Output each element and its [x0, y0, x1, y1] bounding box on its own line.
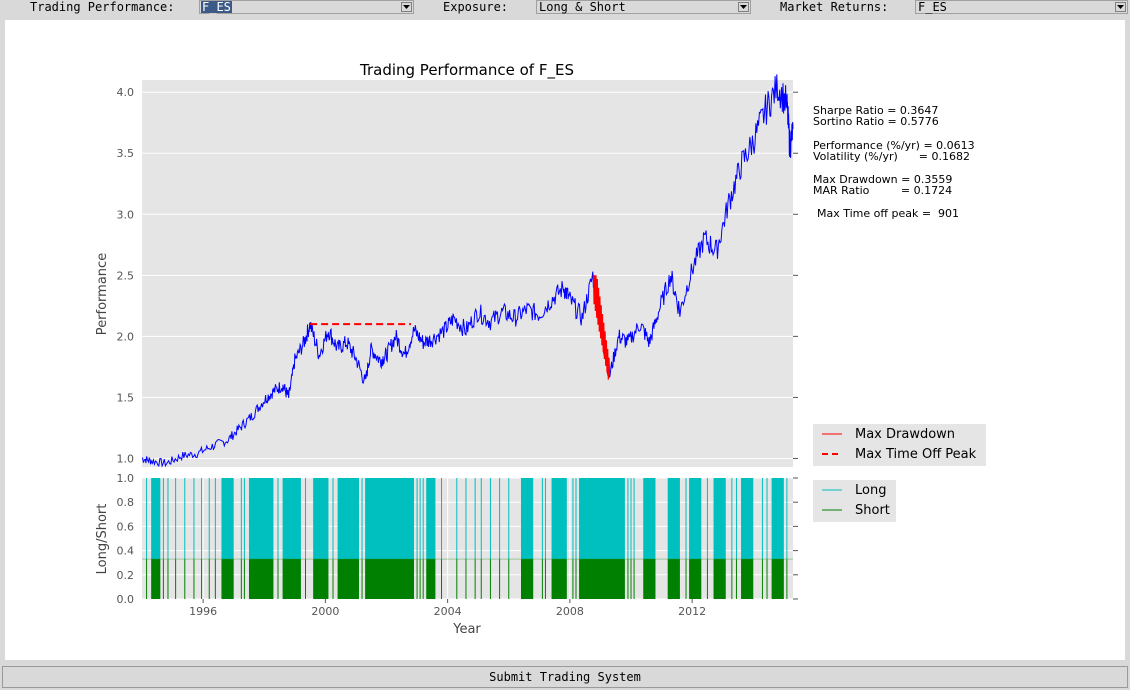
long-short-ylabel: Long/Short	[95, 504, 110, 575]
long-short-legend: Long Short	[813, 480, 896, 522]
exposure-label: Exposure:	[443, 0, 509, 14]
long-short-ytick-label: 1.0	[117, 472, 135, 485]
short-bar	[667, 559, 680, 599]
long-short-ytick-label: 0.2	[117, 569, 135, 582]
long-short-yticks: 0.0 0.2 0.4 0.6 0.8 1.0	[117, 472, 798, 606]
performance-legend-box	[813, 424, 986, 466]
long-bar	[282, 478, 301, 560]
performance-ytick-label: 1.0	[117, 452, 135, 465]
legend-long: Long	[855, 483, 886, 498]
long-bar	[426, 478, 436, 560]
performance-ylabel: Performance	[95, 253, 110, 335]
short-bar	[643, 559, 656, 599]
short-bar	[365, 559, 415, 599]
long-bar	[248, 478, 274, 560]
chart-title: Trading Performance of F_ES	[359, 61, 574, 80]
performance-axes-background	[142, 80, 793, 467]
long-bar	[713, 478, 726, 560]
chevron-down-icon[interactable]	[738, 2, 749, 12]
long-bar	[689, 478, 702, 560]
long-bar	[551, 478, 567, 560]
trading-performance-select[interactable]: F_ES	[199, 0, 414, 14]
performance-ytick-label: 2.5	[117, 269, 135, 282]
performance-ytick-label: 3.0	[117, 208, 135, 221]
long-short-ytick-label: 0.4	[117, 545, 135, 558]
exposure-value: Long & Short	[539, 0, 626, 14]
chevron-down-icon[interactable]	[401, 2, 412, 12]
long-bar	[313, 478, 329, 560]
short-bar	[741, 559, 754, 599]
long-short-bars	[142, 478, 793, 599]
year-xticks: 1996 2000 2004 2008 2012	[189, 599, 706, 618]
performance-ytick-label: 2.0	[117, 330, 135, 343]
trading-performance-value: F_ES	[201, 0, 232, 14]
long-bar	[365, 478, 415, 560]
long-short-legend-box	[813, 480, 896, 522]
toolbar: Trading Performance: F_ES Exposure: Long…	[0, 0, 1130, 16]
long-bar	[667, 478, 680, 560]
long-short-ytick-label: 0.0	[117, 593, 135, 606]
short-bar	[426, 559, 436, 599]
long-bar	[771, 478, 784, 560]
stat-max-time-off-peak: Max Time off peak = 901	[817, 207, 959, 220]
short-bar	[689, 559, 702, 599]
legend-max-time-off-peak: Max Time Off Peak	[855, 447, 977, 462]
performance-axes: 1.0 1.5 2.0 2.5 3.0 3.5 4.0 Trading Performanc…	[95, 61, 798, 468]
stat-max-drawdown: Max Drawdown = 0.3559	[813, 173, 952, 186]
trading-performance-label: Trading Performance:	[30, 0, 175, 14]
long-short-ytick-label: 0.8	[117, 496, 135, 509]
market-returns-label: Market Returns:	[780, 0, 889, 14]
stats-panel: Sharpe Ratio = 0.3647 Sortino Ratio = 0.…	[813, 104, 975, 220]
short-bar	[313, 559, 329, 599]
stat-sortino: Sortino Ratio = 0.5776	[813, 115, 939, 128]
short-bar	[579, 559, 625, 599]
performance-ytick-label: 1.5	[117, 391, 135, 404]
exposure-select[interactable]: Long & Short	[536, 0, 751, 14]
performance-ytick-label: 3.5	[117, 147, 135, 160]
year-xtick-label: 2000	[311, 605, 339, 618]
stat-sharpe: Sharpe Ratio = 0.3647	[813, 104, 938, 117]
long-bar	[579, 478, 625, 560]
short-bar	[337, 559, 359, 599]
long-bar	[643, 478, 656, 560]
stat-performance: Performance (%/yr) = 0.0613	[813, 139, 975, 152]
long-bar	[221, 478, 234, 560]
short-bar	[221, 559, 234, 599]
short-bar	[520, 559, 534, 599]
year-xtick-label: 2004	[434, 605, 462, 618]
market-returns-select[interactable]: F_ES	[915, 0, 1128, 14]
legend-max-drawdown: Max Drawdown	[855, 427, 955, 442]
short-bar	[771, 559, 784, 599]
short-bar	[282, 559, 301, 599]
performance-ytick-label: 4.0	[117, 86, 135, 99]
short-bar	[151, 559, 161, 599]
max-drawdown-line	[592, 274, 611, 380]
performance-legend: Max Drawdown Max Time Off Peak	[813, 424, 986, 466]
stat-mar-ratio: MAR Ratio = 0.1724	[813, 184, 952, 197]
performance-grid	[142, 91, 793, 459]
long-bar	[151, 478, 161, 560]
performance-line	[141, 74, 794, 468]
long-short-axes: 0.00.20.40.60.81.0 1996 2000 2004 2008 2012 …	[95, 472, 798, 637]
chevron-down-icon[interactable]	[1115, 2, 1126, 12]
submit-button[interactable]: Submit Trading System	[2, 666, 1128, 688]
figure-canvas: 1.0 1.5 2.0 2.5 3.0 3.5 4.0 Trading Performanc…	[5, 20, 1125, 660]
year-xlabel: Year	[452, 622, 481, 637]
figure: 1.0 1.5 2.0 2.5 3.0 3.5 4.0 Trading Performanc…	[95, 61, 986, 637]
performance-yticks: 1.0 1.5 2.0 2.5 3.0 3.5 4.0	[117, 86, 798, 465]
short-bar	[713, 559, 726, 599]
long-bar	[337, 478, 359, 560]
stat-volatility: Volatility (%/yr) = 0.1682	[813, 150, 970, 163]
year-xtick-label: 1996	[189, 605, 217, 618]
year-xtick-label: 2012	[678, 605, 706, 618]
short-bar	[248, 559, 274, 599]
year-xtick-label: 2008	[556, 605, 584, 618]
long-bar	[741, 478, 754, 560]
long-short-ytick-label: 0.6	[117, 520, 135, 533]
long-bar	[520, 478, 534, 560]
market-returns-value: F_ES	[918, 0, 947, 14]
legend-short: Short	[855, 503, 890, 518]
short-bar	[551, 559, 567, 599]
